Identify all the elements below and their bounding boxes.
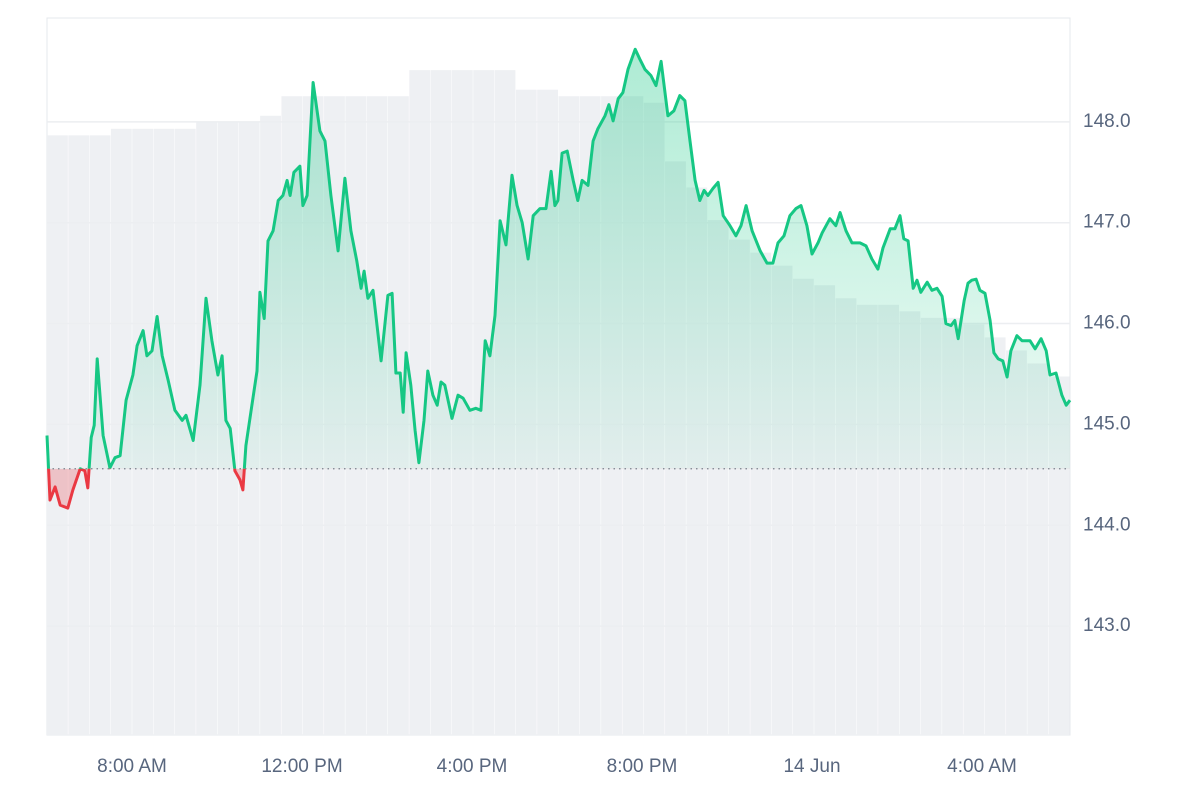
y-tick-label: 148.0: [1083, 111, 1131, 132]
x-tick-label: 8:00 PM: [607, 756, 678, 777]
x-tick-label: 12:00 PM: [261, 756, 342, 777]
area-up: [47, 49, 1070, 469]
y-tick-label: 143.0: [1083, 615, 1131, 636]
x-tick-label: 8:00 AM: [97, 756, 167, 777]
x-tick-label: 14 Jun: [783, 756, 840, 777]
price-line: [45, 47, 1072, 469]
volume-bar: [409, 70, 431, 736]
y-tick-label: 146.0: [1083, 313, 1131, 334]
y-tick-label: 145.0: [1083, 413, 1131, 434]
y-tick-label: 147.0: [1083, 212, 1131, 233]
x-tick-label: 4:00 AM: [947, 756, 1017, 777]
y-tick-label: 144.0: [1083, 514, 1131, 535]
volume-bar: [47, 135, 68, 735]
volume-bar: [68, 135, 90, 735]
x-tick-label: 4:00 PM: [437, 756, 508, 777]
